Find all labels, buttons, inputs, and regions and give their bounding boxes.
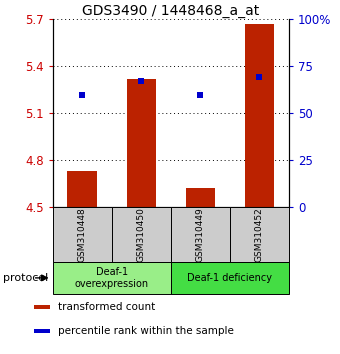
Text: percentile rank within the sample: percentile rank within the sample <box>58 326 234 336</box>
Bar <box>186 188 215 207</box>
Text: GSM310449: GSM310449 <box>196 207 205 262</box>
Bar <box>171 207 230 262</box>
Bar <box>34 305 50 309</box>
Text: transformed count: transformed count <box>58 302 155 312</box>
Bar <box>34 329 50 333</box>
Text: Deaf-1 deficiency: Deaf-1 deficiency <box>187 273 272 283</box>
Title: GDS3490 / 1448468_a_at: GDS3490 / 1448468_a_at <box>82 5 259 18</box>
Text: GSM310448: GSM310448 <box>78 207 87 262</box>
Bar <box>67 171 97 207</box>
Bar <box>171 262 289 294</box>
Text: GSM310450: GSM310450 <box>137 207 146 262</box>
Bar <box>112 207 171 262</box>
Bar <box>53 262 171 294</box>
Bar <box>230 207 289 262</box>
Text: protocol: protocol <box>3 273 48 283</box>
Bar <box>126 79 156 207</box>
Bar <box>53 207 112 262</box>
Text: GSM310452: GSM310452 <box>255 207 264 262</box>
Bar <box>245 24 274 207</box>
Text: Deaf-1
overexpression: Deaf-1 overexpression <box>75 267 149 289</box>
